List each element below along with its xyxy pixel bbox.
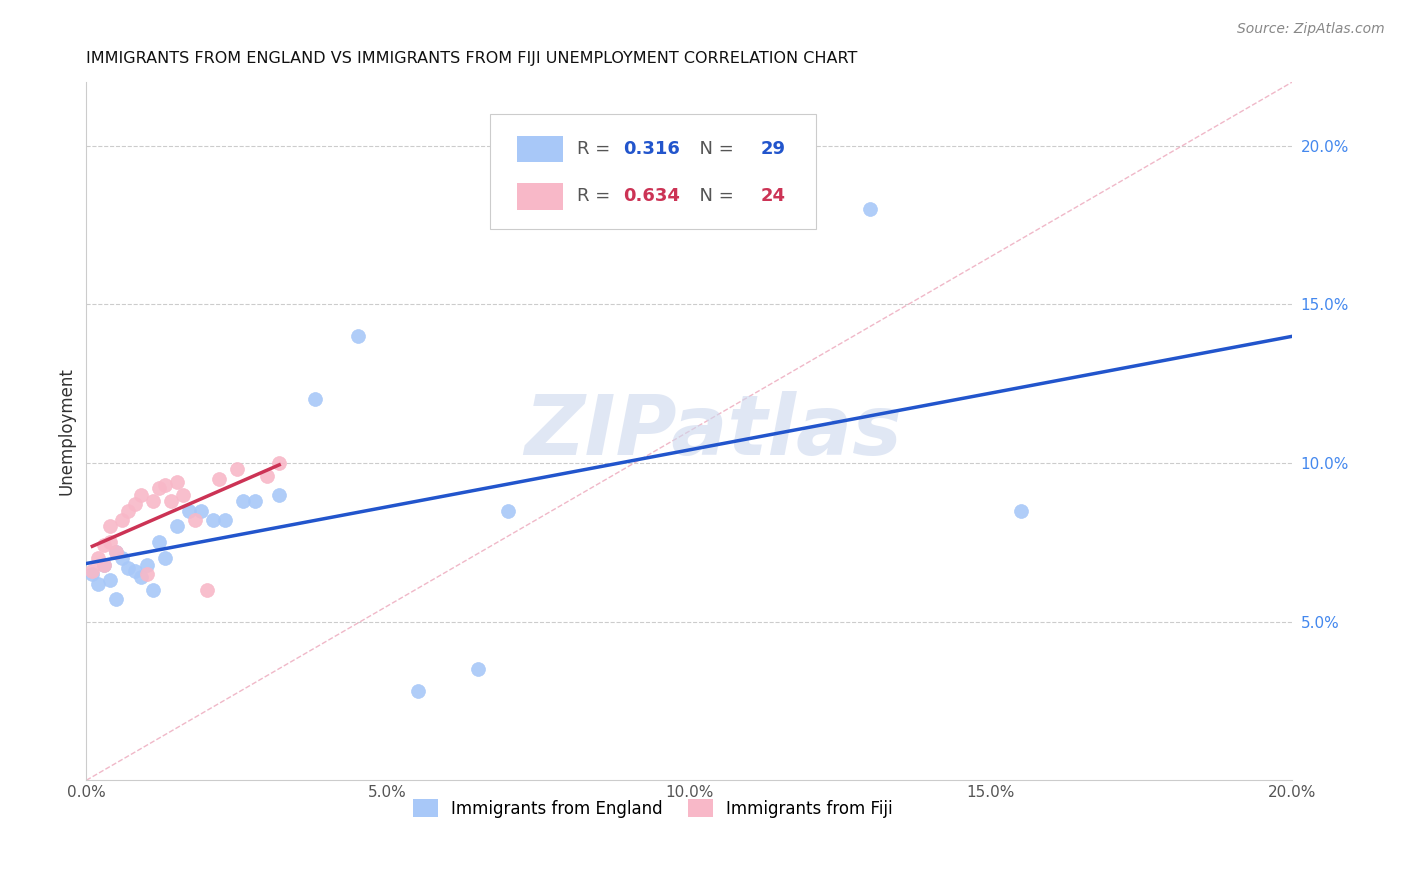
Point (153, 478, 176, 492)
Point (93, 558, 115, 572)
Point (201, 513, 224, 527)
Text: ZIPatlas: ZIPatlas (524, 391, 903, 472)
Point (129, 570, 152, 584)
Point (159, 494, 181, 508)
Point (142, 582, 165, 597)
Point (105, 545, 128, 559)
Point (148, 535, 170, 549)
Point (93, 558, 115, 572)
Point (105, 545, 128, 559)
Point (195, 582, 218, 597)
Point (111, 513, 134, 527)
Text: 24: 24 (761, 187, 786, 205)
Point (269, 488, 291, 502)
Point (87, 576, 110, 591)
Point (153, 551, 176, 566)
Point (208, 472, 231, 486)
Point (117, 560, 139, 574)
Point (406, 684, 429, 698)
Point (243, 494, 266, 508)
Point (1010, 503, 1032, 517)
Text: N =: N = (688, 187, 740, 205)
Point (105, 592, 128, 607)
Point (100, 519, 122, 533)
Point (467, 662, 489, 676)
Text: Source: ZipAtlas.com: Source: ZipAtlas.com (1237, 22, 1385, 37)
Point (498, 503, 520, 517)
Point (172, 488, 194, 502)
Text: N =: N = (688, 140, 740, 158)
Point (100, 574, 122, 588)
Point (166, 519, 188, 533)
Text: R =: R = (576, 187, 616, 205)
Point (184, 513, 207, 527)
Legend: Immigrants from England, Immigrants from Fiji: Immigrants from England, Immigrants from… (406, 793, 900, 824)
Point (129, 488, 152, 502)
Point (142, 494, 165, 508)
Y-axis label: Unemployment: Unemployment (58, 368, 75, 495)
Text: 0.634: 0.634 (623, 187, 679, 205)
Point (82, 564, 104, 578)
FancyBboxPatch shape (491, 113, 815, 228)
Point (124, 564, 146, 578)
Bar (517, 136, 562, 162)
Point (214, 513, 236, 527)
Point (166, 475, 188, 489)
Point (124, 497, 146, 511)
Point (100, 535, 122, 549)
Text: IMMIGRANTS FROM ENGLAND VS IMMIGRANTS FROM FIJI UNEMPLOYMENT CORRELATION CHART: IMMIGRANTS FROM ENGLAND VS IMMIGRANTS FR… (86, 51, 858, 66)
Text: 29: 29 (761, 140, 786, 158)
Point (177, 503, 200, 517)
Point (304, 392, 326, 407)
Point (226, 462, 249, 476)
Point (859, 202, 882, 216)
Point (256, 468, 278, 483)
Point (93, 539, 115, 553)
Point (82, 567, 104, 582)
Point (232, 494, 254, 508)
Text: 0.316: 0.316 (623, 140, 679, 158)
Bar (517, 183, 562, 210)
Point (269, 456, 291, 470)
Point (346, 329, 368, 343)
Point (190, 503, 212, 517)
Point (111, 551, 134, 566)
Text: R =: R = (576, 140, 616, 158)
Point (117, 503, 139, 517)
Point (148, 481, 170, 495)
Point (135, 567, 157, 582)
Point (135, 558, 157, 572)
Point (87, 551, 110, 566)
